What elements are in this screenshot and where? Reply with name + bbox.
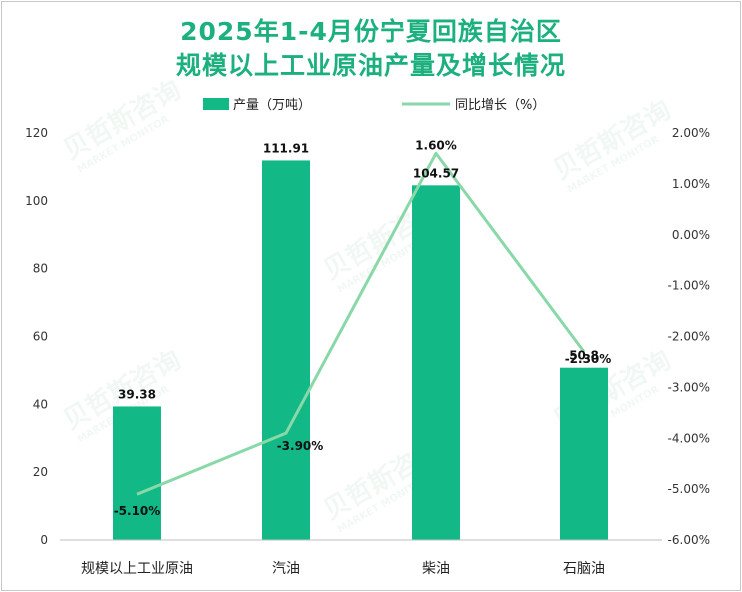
legend-bar-label: 产量（万吨）	[233, 98, 311, 113]
y-right-tick-label: 0.00%	[672, 228, 710, 242]
bar	[412, 185, 460, 540]
y-right-tick-label: -3.00%	[668, 380, 710, 394]
bar-value-label: 39.38	[118, 387, 156, 401]
bar-value-label: 111.91	[263, 141, 309, 155]
x-tick-label: 石脑油	[563, 561, 605, 577]
legend-bar-swatch	[203, 98, 229, 110]
chart-title-line2: 规模以上工业原油产量及增长情况	[175, 51, 566, 80]
bar-value-label: 104.57	[413, 166, 459, 180]
bar	[262, 160, 310, 540]
y-left-tick-label: 40	[33, 397, 48, 411]
y-left-tick-label: 20	[33, 465, 48, 479]
y-right-tick-label: -6.00%	[668, 533, 710, 547]
line-value-label: 1.60%	[415, 138, 457, 152]
line-value-label: -2.30%	[565, 352, 612, 366]
legend-line-label: 同比增长（%）	[455, 98, 545, 113]
x-tick-label: 柴油	[422, 561, 450, 577]
x-tick-label: 汽油	[272, 561, 300, 577]
y-left-tick-label: 0	[40, 533, 48, 547]
bar	[560, 367, 608, 540]
legend: 产量（万吨） 同比增长（%）	[203, 98, 545, 113]
line-value-label: -3.90%	[277, 439, 324, 453]
chart-title-line1: 2025年1-4月份宁夏回族自治区	[180, 17, 562, 46]
y-right-tick-label: 2.00%	[672, 126, 710, 140]
line-value-label: -5.10%	[114, 504, 161, 518]
growth-line	[136, 151, 586, 496]
y-left-tick-label: 120	[25, 126, 48, 140]
bar-value-label: 50.8	[569, 349, 599, 363]
y-right-tick-label: -4.00%	[668, 431, 710, 445]
bar	[113, 406, 161, 540]
x-tick-label: 规模以上工业原油	[81, 561, 193, 577]
y-left-tick-label: 80	[33, 262, 48, 276]
y-left-tick-label: 100	[25, 194, 48, 208]
y-left-tick-label: 60	[33, 330, 48, 344]
y-right-tick-label: -5.00%	[668, 482, 710, 496]
y-right-tick-label: -1.00%	[668, 279, 710, 293]
y-right-tick-label: 1.00%	[672, 177, 710, 191]
y-right-tick-label: -2.00%	[668, 330, 710, 344]
